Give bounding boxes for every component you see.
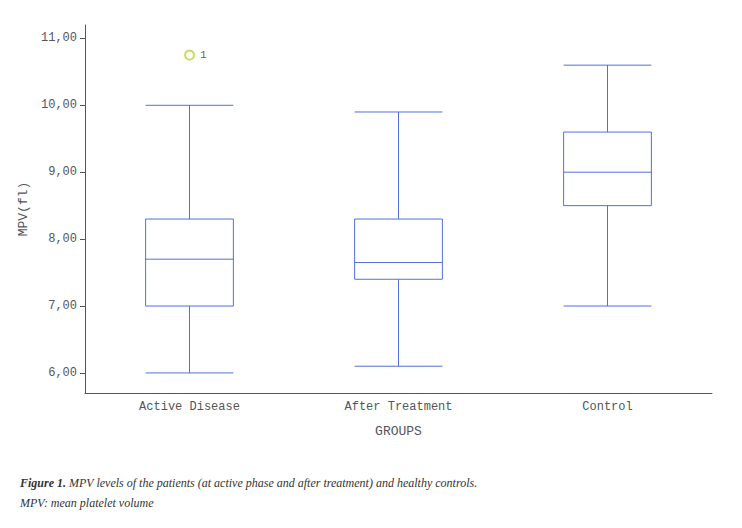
svg-text:10,00: 10,00	[41, 98, 77, 112]
svg-text:6,00: 6,00	[48, 366, 77, 380]
svg-text:11,00: 11,00	[41, 31, 77, 45]
svg-text:1: 1	[200, 49, 207, 61]
svg-text:MPV(fl): MPV(fl)	[16, 182, 31, 237]
svg-text:Active Disease: Active Disease	[139, 400, 240, 414]
svg-text:MPV: mean platelet volume: MPV: mean platelet volume	[19, 496, 154, 510]
svg-text:7,00: 7,00	[48, 299, 77, 313]
svg-text:GROUPS: GROUPS	[375, 424, 422, 439]
svg-text:Figure 1.: Figure 1.	[19, 476, 66, 490]
svg-text:Control: Control	[582, 400, 632, 414]
svg-text:8,00: 8,00	[48, 232, 77, 246]
svg-text:After Treatment: After Treatment	[344, 400, 452, 414]
svg-text:MPV levels of the patients (at: MPV levels of the patients (at active ph…	[66, 476, 477, 490]
svg-text:9,00: 9,00	[48, 165, 77, 179]
